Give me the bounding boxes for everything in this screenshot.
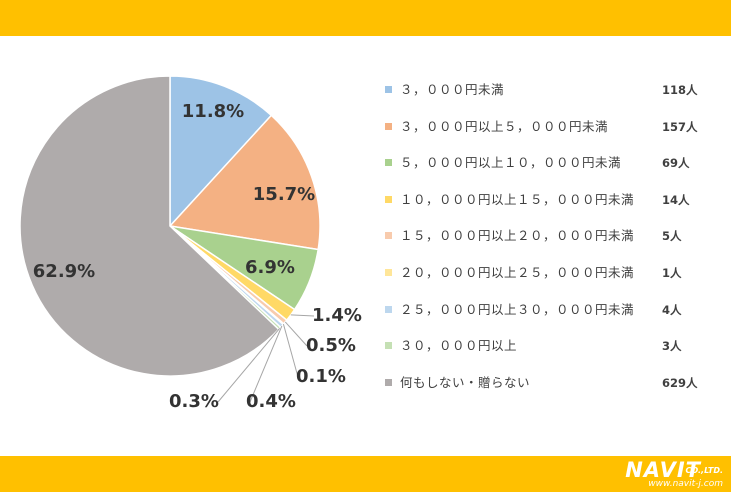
- legend-swatch: [385, 268, 392, 276]
- slice-percent-label: 6.9%: [245, 257, 295, 278]
- bottom-band: [0, 456, 731, 492]
- pie-slices: [19, 75, 321, 377]
- slice-percent-label: 11.8%: [182, 101, 244, 122]
- legend-item: ３，０００円以上５，０００円未満 157人: [385, 115, 705, 152]
- pie-slice: [169, 75, 273, 228]
- legend-count: 5人: [662, 229, 682, 244]
- legend-swatch: [385, 378, 392, 386]
- slice-percent-label: 62.9%: [33, 261, 95, 282]
- legend-count: 629人: [662, 375, 698, 390]
- legend-swatch: [385, 305, 392, 313]
- legend-swatch: [385, 195, 392, 203]
- slice-percent-label: 0.3%: [169, 391, 219, 412]
- pie-slice: [168, 114, 321, 251]
- legend-count: 3人: [662, 339, 682, 354]
- legend-swatch: [385, 232, 392, 240]
- legend-item: １０，０００円以上１５，０００円未満 14人: [385, 188, 705, 225]
- legend-label: ３，０００円以上５，０００円未満: [400, 118, 609, 134]
- legend-swatch: [385, 86, 392, 93]
- legend-label: ２５，０００円以上３０，０００円未満: [400, 301, 635, 317]
- logo-sub-text: CO.,LTD.: [685, 466, 723, 475]
- logo-main-text: NAVIT: [625, 458, 701, 482]
- logo-url-text: www.navit-j.com: [648, 479, 723, 489]
- legend-item: １５，０００円以上２０，０００円未満 5人: [385, 224, 705, 261]
- leader-lines: [217, 314, 315, 403]
- leader-line: [217, 328, 281, 403]
- slice-percent-label: 0.1%: [296, 366, 346, 387]
- legend-item: ３，０００円未満 118人: [385, 78, 705, 115]
- legend-count: 1人: [662, 265, 682, 280]
- legend-label: １０，０００円以上１５，０００円未満: [400, 191, 635, 207]
- pie-labels: 11.8% 15.7% 6.9% 1.4% 0.5% 0.1%0.4% 0.3% 62.9%: [33, 101, 362, 412]
- legend-swatch: [385, 342, 392, 350]
- legend-item: ２０，０００円以上２５，０００円未満 1人: [385, 261, 705, 298]
- legend-count: 157人: [662, 119, 698, 134]
- legend-count: 69人: [662, 156, 690, 171]
- legend-item: ３０，０００円以上 3人: [385, 334, 705, 371]
- leader-line: [284, 321, 308, 347]
- slice-percent-label: 0.5%: [306, 335, 356, 356]
- legend-label: ３０，０００円以上: [400, 338, 518, 354]
- legend-swatch: [385, 159, 392, 167]
- legend-swatch: [385, 122, 392, 130]
- pie-slice: [19, 75, 280, 377]
- legend-count: 14人: [662, 192, 690, 207]
- leader-line: [282, 323, 299, 378]
- leader-line: [290, 314, 315, 317]
- legend-label: ２０，０００円以上２５，０００円未満: [400, 264, 635, 280]
- leader-line: [249, 325, 283, 403]
- slice-percent-label: 0.4%: [246, 391, 296, 412]
- slice-percent-label: 15.7%: [253, 184, 315, 205]
- legend-label: ３，０００円未満: [400, 82, 505, 97]
- slice-percent-label: 1.4%: [312, 305, 362, 326]
- legend-label: １５，０００円以上２０，０００円未満: [400, 228, 635, 244]
- legend-item: 何もしない・贈らない 629人: [385, 371, 705, 408]
- legend-item: ２５，０００円以上３０，０００円未満 4人: [385, 298, 705, 335]
- legend-label: 何もしない・贈らない: [400, 374, 531, 390]
- legend-label: ５，０００円以上１０，０００円未満: [400, 155, 622, 171]
- top-band: [0, 0, 731, 36]
- legend-item: ５，０００円以上１０，０００円未満 69人: [385, 151, 705, 188]
- company-logo: NAVIT CO.,LTD. www.navit-j.com: [593, 458, 723, 490]
- legend-count: 4人: [662, 302, 682, 317]
- chart-legend: ３，０００円未満 118人 ３，０００円以上５，０００円未満 157人 ５，０００円以上…: [385, 78, 705, 407]
- legend-count: 118人: [662, 83, 698, 97]
